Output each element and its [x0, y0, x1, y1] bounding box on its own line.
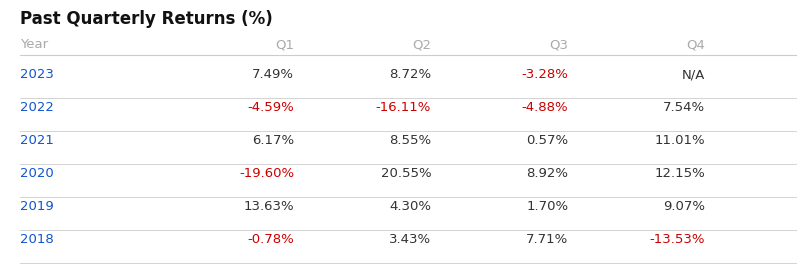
Text: 8.92%: 8.92%: [526, 167, 568, 180]
Text: Q3: Q3: [549, 38, 568, 51]
Text: Q1: Q1: [275, 38, 294, 51]
Text: 8.55%: 8.55%: [389, 134, 431, 147]
Text: 8.72%: 8.72%: [389, 68, 431, 81]
Text: -4.59%: -4.59%: [247, 101, 294, 114]
Text: 3.43%: 3.43%: [389, 233, 431, 246]
Text: 13.63%: 13.63%: [243, 200, 294, 213]
Text: -0.78%: -0.78%: [247, 233, 294, 246]
Text: 11.01%: 11.01%: [654, 134, 705, 147]
Text: Q4: Q4: [687, 38, 705, 51]
Text: -16.11%: -16.11%: [376, 101, 431, 114]
Text: 20.55%: 20.55%: [380, 167, 431, 180]
Text: 2020: 2020: [20, 167, 54, 180]
Text: 2018: 2018: [20, 233, 54, 246]
Text: 2022: 2022: [20, 101, 54, 114]
Text: 7.71%: 7.71%: [526, 233, 568, 246]
Text: -13.53%: -13.53%: [650, 233, 705, 246]
Text: 2019: 2019: [20, 200, 54, 213]
Text: 2023: 2023: [20, 68, 54, 81]
Text: Year: Year: [20, 38, 48, 51]
Text: 1.70%: 1.70%: [526, 200, 568, 213]
Text: 6.17%: 6.17%: [252, 134, 294, 147]
Text: N/A: N/A: [682, 68, 705, 81]
Text: 9.07%: 9.07%: [663, 200, 705, 213]
Text: 12.15%: 12.15%: [654, 167, 705, 180]
Text: -4.88%: -4.88%: [521, 101, 568, 114]
Text: -3.28%: -3.28%: [521, 68, 568, 81]
Text: 7.49%: 7.49%: [252, 68, 294, 81]
Text: Q2: Q2: [412, 38, 431, 51]
Text: -19.60%: -19.60%: [239, 167, 294, 180]
Text: 7.54%: 7.54%: [663, 101, 705, 114]
Text: Past Quarterly Returns (%): Past Quarterly Returns (%): [20, 10, 273, 28]
Text: 4.30%: 4.30%: [389, 200, 431, 213]
Text: 0.57%: 0.57%: [526, 134, 568, 147]
Text: 2021: 2021: [20, 134, 54, 147]
